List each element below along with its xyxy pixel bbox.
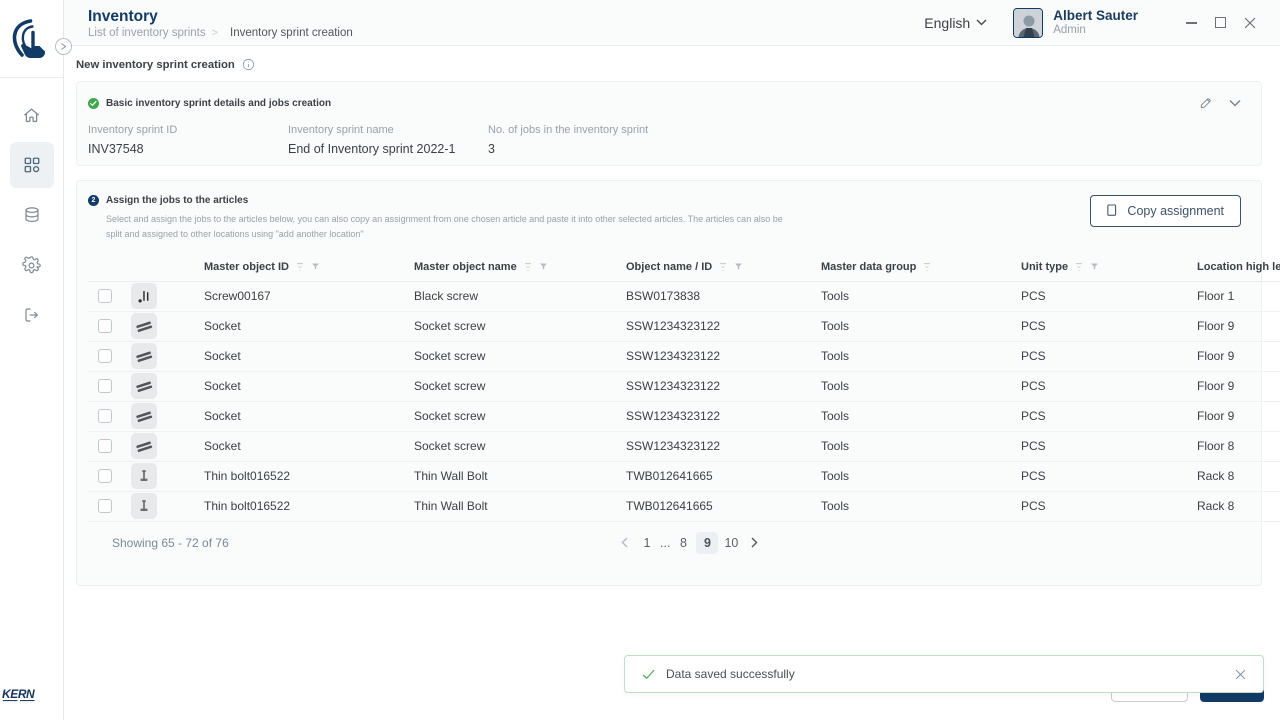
svg-text:KERN: KERN: [2, 687, 35, 701]
